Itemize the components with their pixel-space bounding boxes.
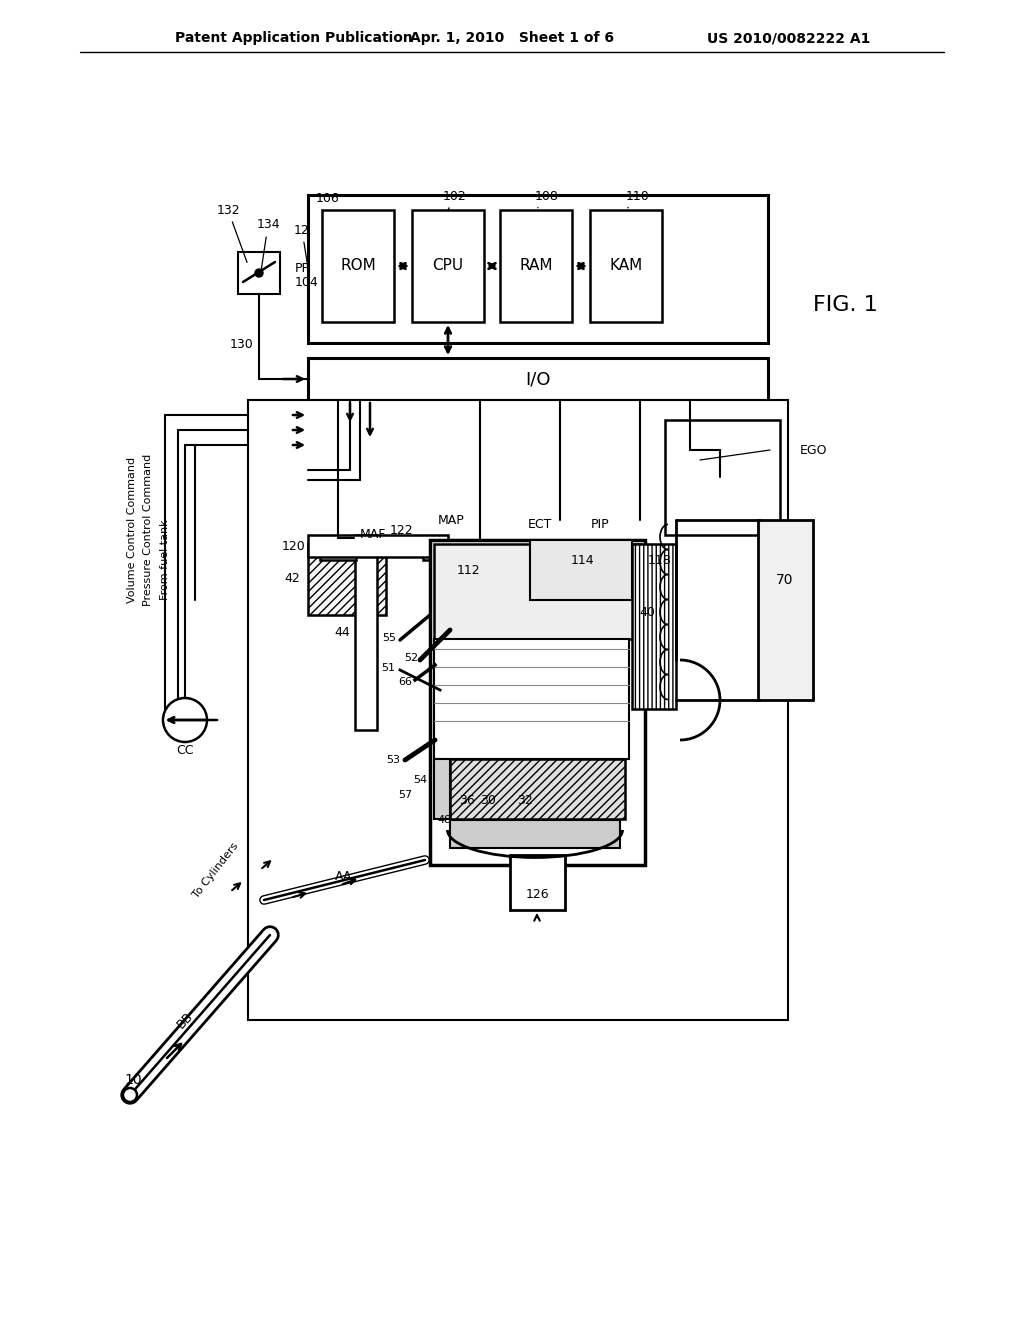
Bar xyxy=(430,540,645,865)
Text: To Cylinders: To Cylinders xyxy=(191,841,241,899)
Text: CPU: CPU xyxy=(432,259,464,273)
Text: 106: 106 xyxy=(316,191,340,210)
Bar xyxy=(412,210,484,322)
Text: AA: AA xyxy=(335,870,352,883)
Bar xyxy=(758,520,813,700)
Bar xyxy=(308,195,768,343)
Bar xyxy=(665,420,780,535)
Text: 66: 66 xyxy=(398,677,412,686)
Text: 55: 55 xyxy=(382,634,396,643)
Bar xyxy=(238,252,280,294)
Bar xyxy=(434,759,450,818)
Text: 134: 134 xyxy=(256,219,280,276)
Bar xyxy=(322,210,394,322)
Text: 114: 114 xyxy=(570,553,594,566)
Text: FIG. 1: FIG. 1 xyxy=(813,294,878,315)
Text: 132: 132 xyxy=(216,203,247,263)
Text: US 2010/0082222 A1: US 2010/0082222 A1 xyxy=(707,30,870,45)
Circle shape xyxy=(163,698,207,742)
Text: EGO: EGO xyxy=(800,444,827,457)
Circle shape xyxy=(255,269,263,277)
Text: Pressure Control Command: Pressure Control Command xyxy=(143,454,153,606)
Text: ECT: ECT xyxy=(527,519,552,532)
Text: 122: 122 xyxy=(389,524,413,536)
Bar xyxy=(510,855,565,909)
Bar xyxy=(632,544,676,709)
Text: 48: 48 xyxy=(438,814,453,825)
Bar xyxy=(434,544,641,639)
Text: 10: 10 xyxy=(124,1073,141,1086)
Text: 53: 53 xyxy=(386,755,400,766)
Bar xyxy=(308,543,386,615)
Bar xyxy=(590,210,662,322)
Bar xyxy=(319,539,356,560)
Text: 102: 102 xyxy=(443,190,467,210)
Text: MAP: MAP xyxy=(438,513,465,527)
Bar xyxy=(248,400,788,1020)
Text: 118: 118 xyxy=(648,553,672,566)
Text: 57: 57 xyxy=(398,789,412,800)
Text: From fuel tank: From fuel tank xyxy=(160,520,170,601)
Text: 110: 110 xyxy=(626,190,650,207)
Bar xyxy=(450,759,625,818)
Text: 42: 42 xyxy=(285,573,300,586)
Text: 12: 12 xyxy=(294,223,310,265)
Circle shape xyxy=(123,1088,137,1102)
Text: 52: 52 xyxy=(403,653,418,663)
Text: 70: 70 xyxy=(776,573,794,587)
Text: 30: 30 xyxy=(480,793,496,807)
Text: 126: 126 xyxy=(525,888,549,902)
Text: MAF: MAF xyxy=(360,528,386,541)
Text: Patent Application Publication: Patent Application Publication xyxy=(175,30,413,45)
Bar xyxy=(355,535,377,730)
Bar xyxy=(500,210,572,322)
Text: 44: 44 xyxy=(334,626,350,639)
Text: BB: BB xyxy=(174,1010,196,1031)
Text: 108: 108 xyxy=(536,190,559,207)
Text: 32: 32 xyxy=(517,793,532,807)
Text: 104: 104 xyxy=(295,276,318,289)
Bar xyxy=(434,639,629,759)
Text: RAM: RAM xyxy=(519,259,553,273)
Text: 51: 51 xyxy=(381,663,395,673)
Text: Volume Control Command: Volume Control Command xyxy=(127,457,137,603)
Text: ROM: ROM xyxy=(340,259,376,273)
Text: KAM: KAM xyxy=(609,259,643,273)
Text: 40: 40 xyxy=(639,606,655,619)
Text: Apr. 1, 2010   Sheet 1 of 6: Apr. 1, 2010 Sheet 1 of 6 xyxy=(410,30,614,45)
Bar xyxy=(308,358,768,400)
Text: PIP: PIP xyxy=(591,519,609,532)
Text: 54: 54 xyxy=(413,775,427,785)
Text: 130: 130 xyxy=(230,338,254,351)
Bar xyxy=(423,539,445,560)
Text: 112: 112 xyxy=(456,564,480,577)
Text: PP: PP xyxy=(295,261,310,275)
Text: 120: 120 xyxy=(282,540,305,553)
Text: CC: CC xyxy=(176,743,194,756)
Bar xyxy=(450,820,620,847)
Bar xyxy=(308,535,449,557)
Bar xyxy=(530,540,632,601)
Text: 36: 36 xyxy=(459,793,475,807)
Text: I/O: I/O xyxy=(525,370,551,388)
